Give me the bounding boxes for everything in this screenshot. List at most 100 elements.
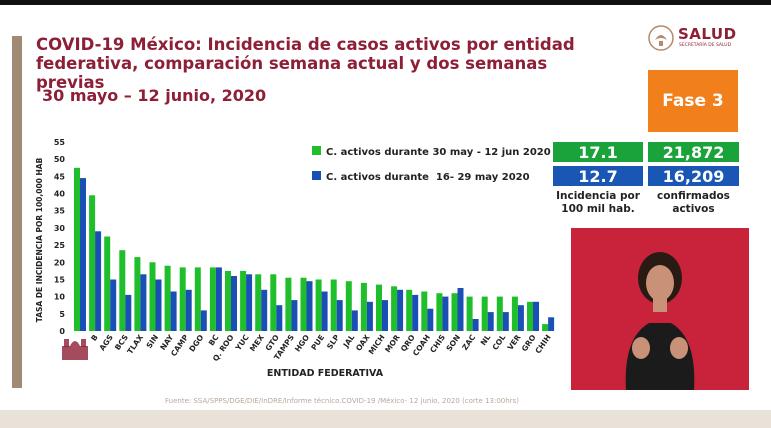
x-tick-label: MOR (383, 333, 402, 354)
bar-previous-mor (397, 289, 404, 331)
bar-current-tamps (285, 277, 292, 331)
bar-previous-oax (366, 301, 373, 331)
eagle-seal-icon (648, 25, 674, 51)
bar-current-col (496, 296, 503, 331)
bar-previous-gro (533, 301, 539, 331)
stat-current-incidence: 17.1 (553, 142, 643, 162)
bar-current-nay (164, 265, 171, 331)
bar-previous-ver (517, 305, 524, 331)
x-tick-label: DGO (187, 333, 205, 354)
source-note: Fuente: SSA/SPPS/DGE/DIE/InDRE/Informe t… (165, 397, 519, 405)
bar-previous-bcs-b (95, 231, 102, 331)
bar-current-nl (481, 296, 488, 331)
stat-current-confirmed: 21,872 (648, 142, 739, 162)
date-range: 30 mayo – 12 junio, 2020 (42, 86, 267, 105)
bar-current-hgo (300, 277, 307, 331)
incidence-label: Incidencia por 100 mil hab. (556, 190, 640, 215)
bar-previous-tlax (140, 274, 147, 331)
x-tick-label: CHIS (428, 333, 447, 355)
x-tick-label: COL (491, 333, 508, 352)
x-tick-label: MICH (367, 333, 387, 356)
y-axis: 0 5 10 15 20 25 30 35 40 45 50 55 (54, 138, 66, 336)
decorative-left-strip (12, 36, 22, 388)
bar-previous-tamps (291, 300, 298, 331)
bar-previous-mex (261, 289, 268, 331)
y-tick-label: 30 (54, 224, 66, 233)
confirmed-label: confirmados activos (657, 190, 730, 215)
bar-current-tlax (134, 257, 141, 331)
bar-current-jal (345, 281, 352, 331)
bar-current-slp (330, 279, 337, 331)
bar-current-mich (376, 284, 382, 331)
legend-label-previous: C. activos durante 16- 29 may 2020 (326, 172, 530, 183)
bar-previous-q-roo (231, 276, 237, 331)
y-tick-label: 15 (54, 275, 66, 284)
bar-current-son (451, 293, 458, 331)
bar-previous-zac (472, 319, 479, 331)
x-tick-label: PUE (309, 333, 326, 352)
y-tick-label: 0 (59, 327, 65, 336)
y-tick-label: 40 (54, 190, 66, 199)
sign-language-interpreter-video (571, 228, 749, 390)
bar-current-oax (360, 282, 367, 331)
logo-subtext: SECRETARÍA DE SALUD (679, 43, 732, 48)
bar-previous-col (502, 312, 509, 331)
bar-previous-camp (185, 289, 192, 331)
bar-previous-cdmx (80, 178, 86, 331)
bar-current-chih (542, 324, 549, 331)
bar-current-sin (149, 262, 156, 331)
x-tick-label: MEX (248, 333, 266, 353)
x-tick-label: B (89, 333, 100, 343)
y-axis-label: TASA DE INCIDENCIA POR 100,000 HAB (35, 157, 44, 322)
bar-previous-qro (412, 294, 419, 331)
bar-previous-slp (336, 300, 343, 331)
bar-current-q-roo (225, 270, 231, 331)
bar-current-gro (527, 301, 533, 331)
legend: C. activos durante 30 may - 12 jun 2020 … (312, 146, 551, 183)
bar-current-mex (255, 274, 262, 331)
bar-previous-chis (442, 296, 449, 331)
bar-current-gto (270, 274, 277, 331)
bar-current-yuc (240, 270, 247, 331)
bar-previous-mich (382, 300, 388, 331)
stat-prev-confirmed: 16,209 (648, 166, 739, 186)
bar-current-pue (315, 279, 322, 331)
bar-previous-gto (276, 305, 283, 331)
bar-current-ags (104, 236, 111, 331)
x-tick-label: SLP (325, 333, 342, 351)
bar-current-zac (466, 296, 473, 331)
bars (74, 167, 555, 331)
bar-previous-bc (215, 267, 222, 331)
bar-current-dgo (194, 267, 201, 331)
x-tick-label: SON (444, 333, 462, 353)
page-title: COVID-19 México: Incidencia de casos act… (36, 35, 575, 92)
x-tick-label: NL (479, 333, 493, 347)
salud-logo: SALUD SECRETARÍA DE SALUD (648, 24, 748, 56)
cdmx-cathedral-icon (62, 339, 88, 360)
x-tick-label: YUC (233, 333, 251, 353)
x-tick-label: AGS (98, 333, 115, 352)
bar-previous-coah (427, 308, 434, 331)
bar-previous-dgo (200, 310, 207, 331)
x-tick-label: ZAC (460, 333, 477, 352)
y-tick-label: 55 (54, 138, 66, 147)
y-tick-label: 5 (59, 310, 65, 319)
x-axis-label: ENTIDAD FEDERATIVA (267, 368, 384, 379)
interpreter-figure (625, 252, 695, 390)
bar-previous-ags (110, 279, 117, 331)
bar-previous-chih (548, 317, 555, 331)
bar-current-coah (421, 291, 428, 331)
bar-current-mor (391, 286, 398, 331)
legend-swatch-previous (312, 171, 321, 180)
bar-current-bcs (119, 250, 126, 331)
bar-previous-nl (487, 312, 494, 331)
logo-text: SALUD (678, 25, 737, 43)
legend-label-current: C. activos durante 30 may - 12 jun 2020 (326, 147, 551, 158)
x-tick-label: HGO (293, 333, 311, 354)
y-tick-label: 45 (54, 172, 66, 181)
phase-badge: Fase 3 (648, 70, 738, 132)
x-tick-label: CHIH (533, 333, 552, 355)
bar-previous-sin (155, 279, 162, 331)
